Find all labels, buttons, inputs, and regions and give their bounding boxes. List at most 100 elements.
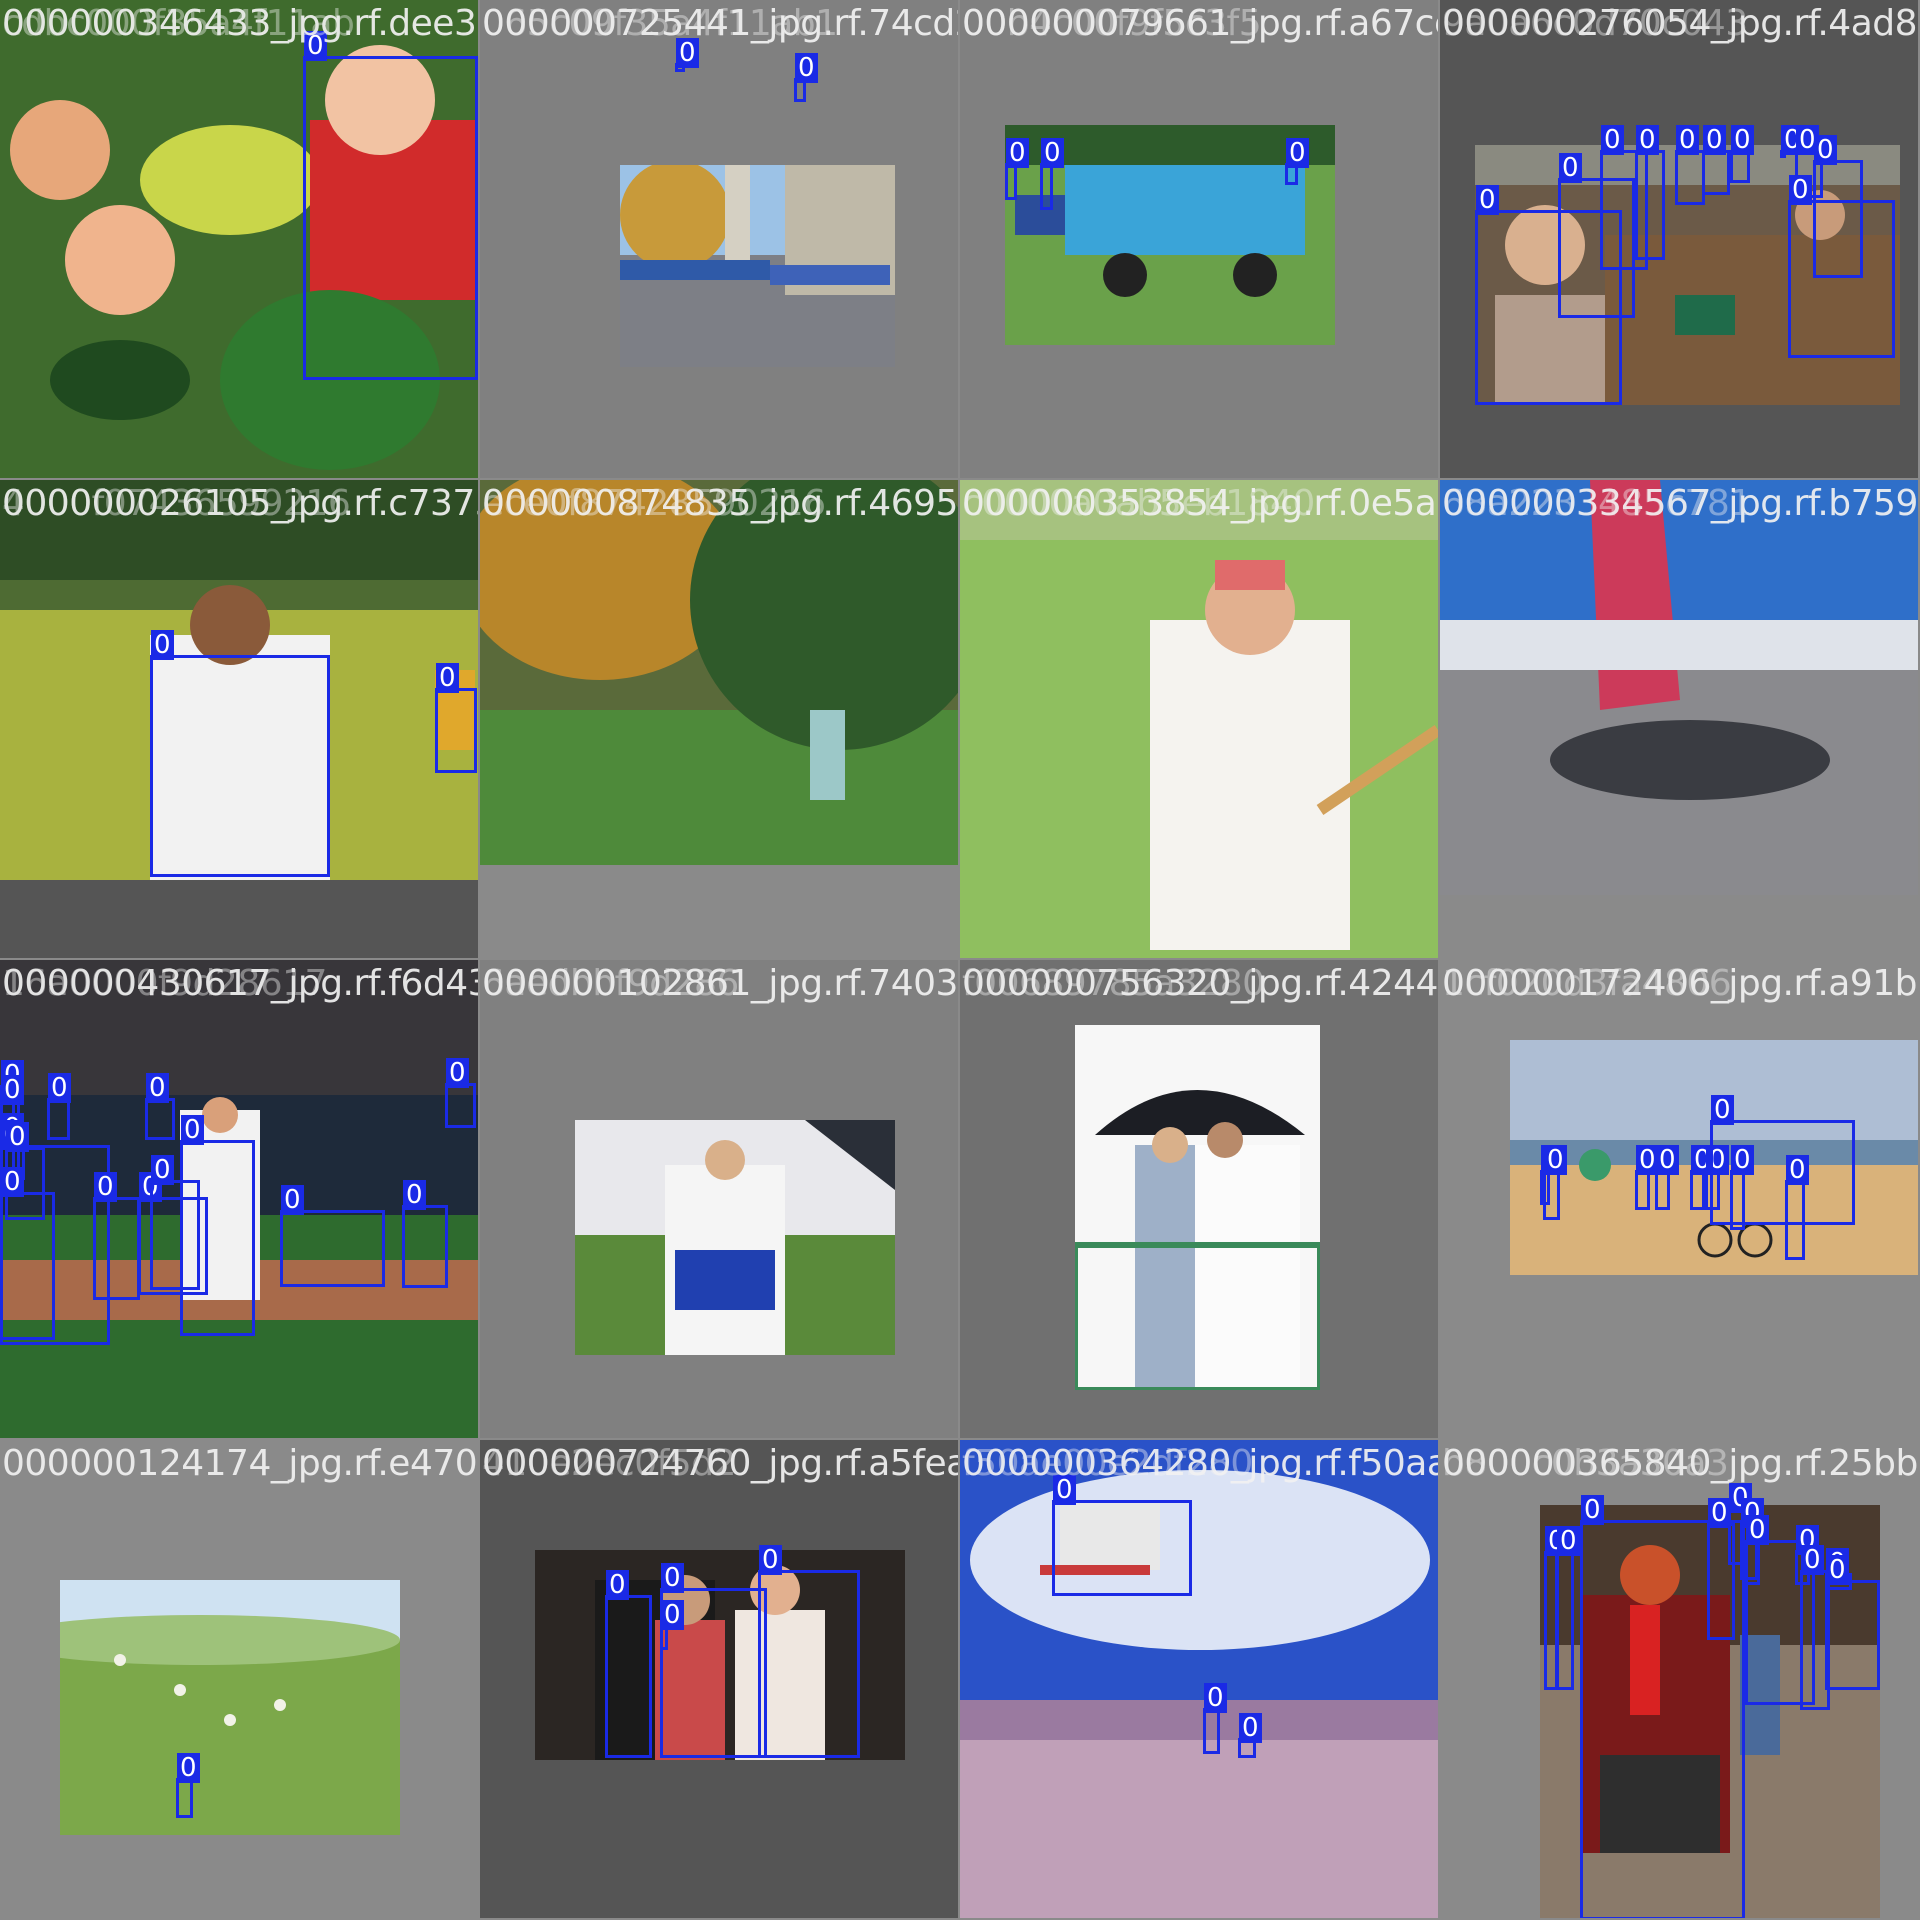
mosaic-tile: 000000724760_jpg.rf.a5fea 410e2ec0f5d2 0 0 0… [480,1440,958,1918]
person-bounding-box: 0 [1780,125,1804,158]
person-bounding-box: 0 [1052,1475,1192,1596]
person-bounding-box: 0 [1635,125,1665,260]
tile-filename: 000000346433_jpg.rf.dee3b cdbc000f35a4f11… [2,3,478,44]
class-label: 0 [1581,1495,1604,1525]
person-bounding-box: 0 [605,1570,652,1758]
class-label: 0 [1041,138,1064,168]
class-label: 0 [1544,1145,1567,1175]
person-bounding-box: 0 [1285,138,1309,185]
tile-filename-overlap: 9a0a6c0d70c043 [1442,3,1748,44]
tile-photo [960,480,1438,958]
mosaic-tile: 000000364280_jpg.rf.f50aa f50ae00e2df280 0… [960,1440,1438,1918]
class-label: 0 [94,1172,117,1202]
class-label: 0 [1814,135,1837,165]
tile-filename: 000000874835_jpg.rf.46952 ece0f8742859021… [482,483,958,524]
tile-filename-overlap: 410e2ec0f5d2 [482,1443,736,1484]
person-bounding-box: 0 [1543,1145,1567,1220]
person-bounding-box: 0 [1788,175,1895,358]
tile-filename-overlap: ece0f87428590216 [482,483,826,524]
tile-photo [1075,1025,1320,1390]
mosaic-tile: 000000365840_jpg.rf.25bb5 b800c0b3a30a3 0 0… [1440,1440,1918,1918]
class-label: 0 [1557,1526,1580,1556]
tile-filename: 000000079661_jpg.rf.a67ce 00b4c00f9f5c3f5 [962,3,1438,44]
person-bounding-box: 0 [435,663,477,773]
tile-filename: 000000026105_jpg.rf.c7373 4000f0743659921… [2,483,478,524]
person-bounding-box: 0 [150,1155,200,1290]
tile-filename-overlap: 16a0000f9d28617 [2,963,327,1004]
mosaic-tile: 000000026105_jpg.rf.c7373 4000f0743659921… [0,480,478,958]
class-label: 0 [1746,1515,1769,1545]
class-label: 0 [304,31,327,61]
person-bounding-box: 0 [1655,1145,1679,1210]
person-bounding-box: 0 [1005,138,1029,200]
tile-filename-overlap: f50ae00e2df280 [962,1443,1253,1484]
person-bounding-box: 0 [145,1073,175,1140]
person-bounding-box: 0 [1730,125,1754,183]
tile-filename: 000000724760_jpg.rf.a5fea 410e2ec0f5d2 [482,1443,958,1484]
tile-filename: 000000334567_jpg.rf.b7594 68a2233485c781 [1442,483,1918,524]
class-label: 0 [1,1167,24,1197]
class-label: 0 [1006,138,1029,168]
class-label: 0 [1731,125,1754,155]
person-bounding-box: 0 [1745,1515,1815,1705]
person-bounding-box: 0 [1710,1095,1855,1225]
person-bounding-box: 0 [1580,1495,1745,1918]
person-bounding-box: 0 [1558,153,1635,318]
class-label: 0 [1676,125,1699,155]
class-label: 0 [1731,1145,1754,1175]
person-bounding-box: 0 [1800,1545,1830,1710]
mosaic-tile: 000000430617_jpg.rf.f6d43 16a0000f9d28617… [0,960,478,1438]
class-label: 0 [795,53,818,83]
person-bounding-box: 0 [1556,1526,1580,1690]
class-label: 0 [436,663,459,693]
person-bounding-box: 0 [47,1073,71,1140]
tile-filename: 000000276054_jpg.rf.4ad85 9a0a6c0d70c043 [1442,3,1918,44]
tile-filename: 000000364280_jpg.rf.f50aa f50ae00e2df280 [962,1443,1438,1484]
tile-filename-overlap: 6aedbbf9d286 [482,963,739,1004]
class-label: 0 [1786,1155,1809,1185]
class-label: 0 [1559,153,1582,183]
tile-filename-overlap: c0000a0ab5eb1840 [962,483,1315,524]
tile-filename-overlap: 4000f07436599216 [2,483,351,524]
person-bounding-box: 0 [1785,1155,1809,1260]
class-label: 0 [6,1122,29,1152]
person-bounding-box: 0 [1690,1145,1714,1210]
class-label: 0 [151,630,174,660]
class-label: 0 [1703,125,1726,155]
person-bounding-box: 0 [445,1058,476,1128]
class-label: 0 [1239,1713,1262,1743]
tile-filename: 000000756320_jpg.rf.42442 f00689785a3280 [962,963,1438,1004]
mosaic-tile: 000000346433_jpg.rf.dee3b cdbc000f35a4f11… [0,0,478,478]
mosaic-tile: 000000874835_jpg.rf.46952 ece0f8742859021… [480,480,958,958]
class-label: 0 [403,1180,426,1210]
tile-photo [0,960,478,1438]
tile-photo [0,480,478,880]
person-bounding-box: 0 [1825,1555,1880,1690]
class-label: 0 [446,1058,469,1088]
tile-filename-overlap: f00689785a3280 [962,963,1265,1004]
class-label: 0 [181,1115,204,1145]
person-bounding-box: 0 [0,1167,55,1340]
tile-filename-overlap: cdbc000f35a4f11ab [2,3,355,44]
tile-filename: 000000124174_jpg.rf.e470b [2,1443,478,1484]
class-label: 0 [661,1563,684,1593]
mosaic-tile: 000000172406_jpg.rf.a91b6 1cf020d3fa4806 0… [1440,960,1918,1438]
class-label: 0 [676,38,699,68]
mosaic-tile: 000000725441_jpg.rf.74cd2 065c09f35a4f11a… [480,0,958,478]
class-label: 0 [1789,175,1812,205]
person-bounding-box: 0 [150,630,330,877]
person-bounding-box: 0 [1730,1145,1754,1230]
person-bounding-box: 0 [1635,1145,1659,1210]
class-label: 0 [151,1155,174,1185]
tile-photo [620,165,895,367]
person-bounding-box: 0 [758,1545,860,1758]
tile-filename: 000000102861_jpg.rf.74031 6aedbbf9d286 [482,963,958,1004]
person-bounding-box: 0 [176,1753,200,1818]
tile-photo [480,480,958,865]
tile-filename: 000000365840_jpg.rf.25bb5 b800c0b3a30a3 [1442,1443,1918,1484]
tile-photo [575,1120,895,1355]
class-label: 0 [1708,1498,1731,1528]
class-label: 0 [1636,125,1659,155]
class-label: 0 [1476,185,1499,215]
